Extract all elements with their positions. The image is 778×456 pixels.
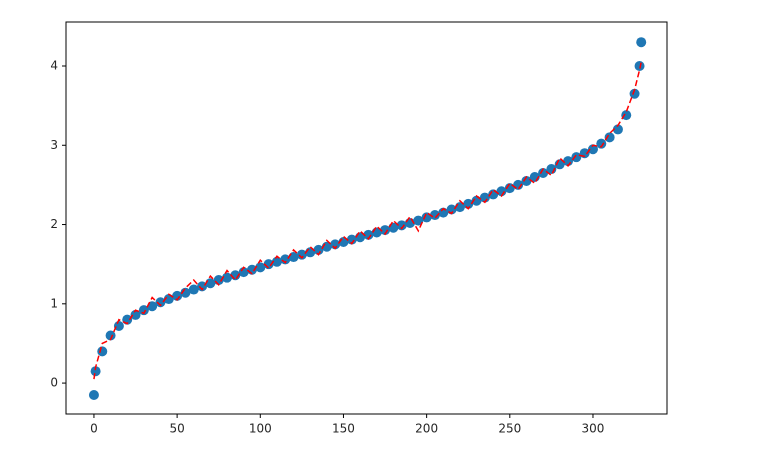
scatter-point xyxy=(396,220,407,231)
scatter-point xyxy=(155,297,166,308)
x-tick-label: 0 xyxy=(90,422,98,436)
scatter-point xyxy=(238,267,249,278)
scatter-point xyxy=(197,281,208,292)
x-tick-label: 250 xyxy=(498,422,521,436)
scatter-point xyxy=(538,168,549,179)
scatter-point xyxy=(130,309,141,320)
scatter-point xyxy=(222,272,233,283)
scatter-point xyxy=(180,287,191,298)
scatter-point xyxy=(105,330,116,341)
scatter-point xyxy=(113,321,124,332)
scatter-point xyxy=(346,234,357,245)
scatter-point xyxy=(172,290,183,301)
scatter-point xyxy=(138,305,149,316)
scatter-point xyxy=(313,244,324,255)
scatter-point xyxy=(521,175,532,186)
scatter-point xyxy=(88,389,99,400)
x-tick-label: 150 xyxy=(332,422,355,436)
scatter-point xyxy=(621,110,632,121)
y-tick-label: 1 xyxy=(50,296,58,310)
x-tick-label: 200 xyxy=(415,422,438,436)
scatter-point xyxy=(255,262,266,273)
scatter-point xyxy=(90,366,101,377)
scatter-point xyxy=(634,60,645,71)
scatter-point xyxy=(188,284,199,295)
scatter-point xyxy=(604,132,615,143)
scatter-point xyxy=(612,124,623,135)
x-tick-label: 50 xyxy=(169,422,184,436)
scatter-point xyxy=(629,88,640,99)
scatter-point xyxy=(571,152,582,163)
scatter-point xyxy=(97,346,108,357)
scatter-point xyxy=(380,225,391,236)
scatter-point xyxy=(596,138,607,149)
y-tick-label: 0 xyxy=(50,376,58,390)
scatter-point xyxy=(463,198,474,209)
scatter-point xyxy=(429,210,440,221)
x-tick-label: 300 xyxy=(582,422,605,436)
scatter-point xyxy=(496,186,507,197)
scatter-point xyxy=(587,144,598,155)
scatter-point xyxy=(280,254,291,265)
scatter-point xyxy=(296,249,307,260)
scatter-point xyxy=(479,192,490,203)
dashed-line xyxy=(93,61,642,380)
scatter-point xyxy=(271,256,282,267)
y-tick-label: 4 xyxy=(50,58,58,72)
scatter-point xyxy=(636,37,647,48)
scatter-point xyxy=(363,229,374,240)
scatter-point xyxy=(413,215,424,226)
plot-frame xyxy=(65,21,668,415)
y-tick-label: 2 xyxy=(50,217,58,231)
x-tick-label: 100 xyxy=(249,422,272,436)
y-tick-label: 3 xyxy=(50,138,58,152)
